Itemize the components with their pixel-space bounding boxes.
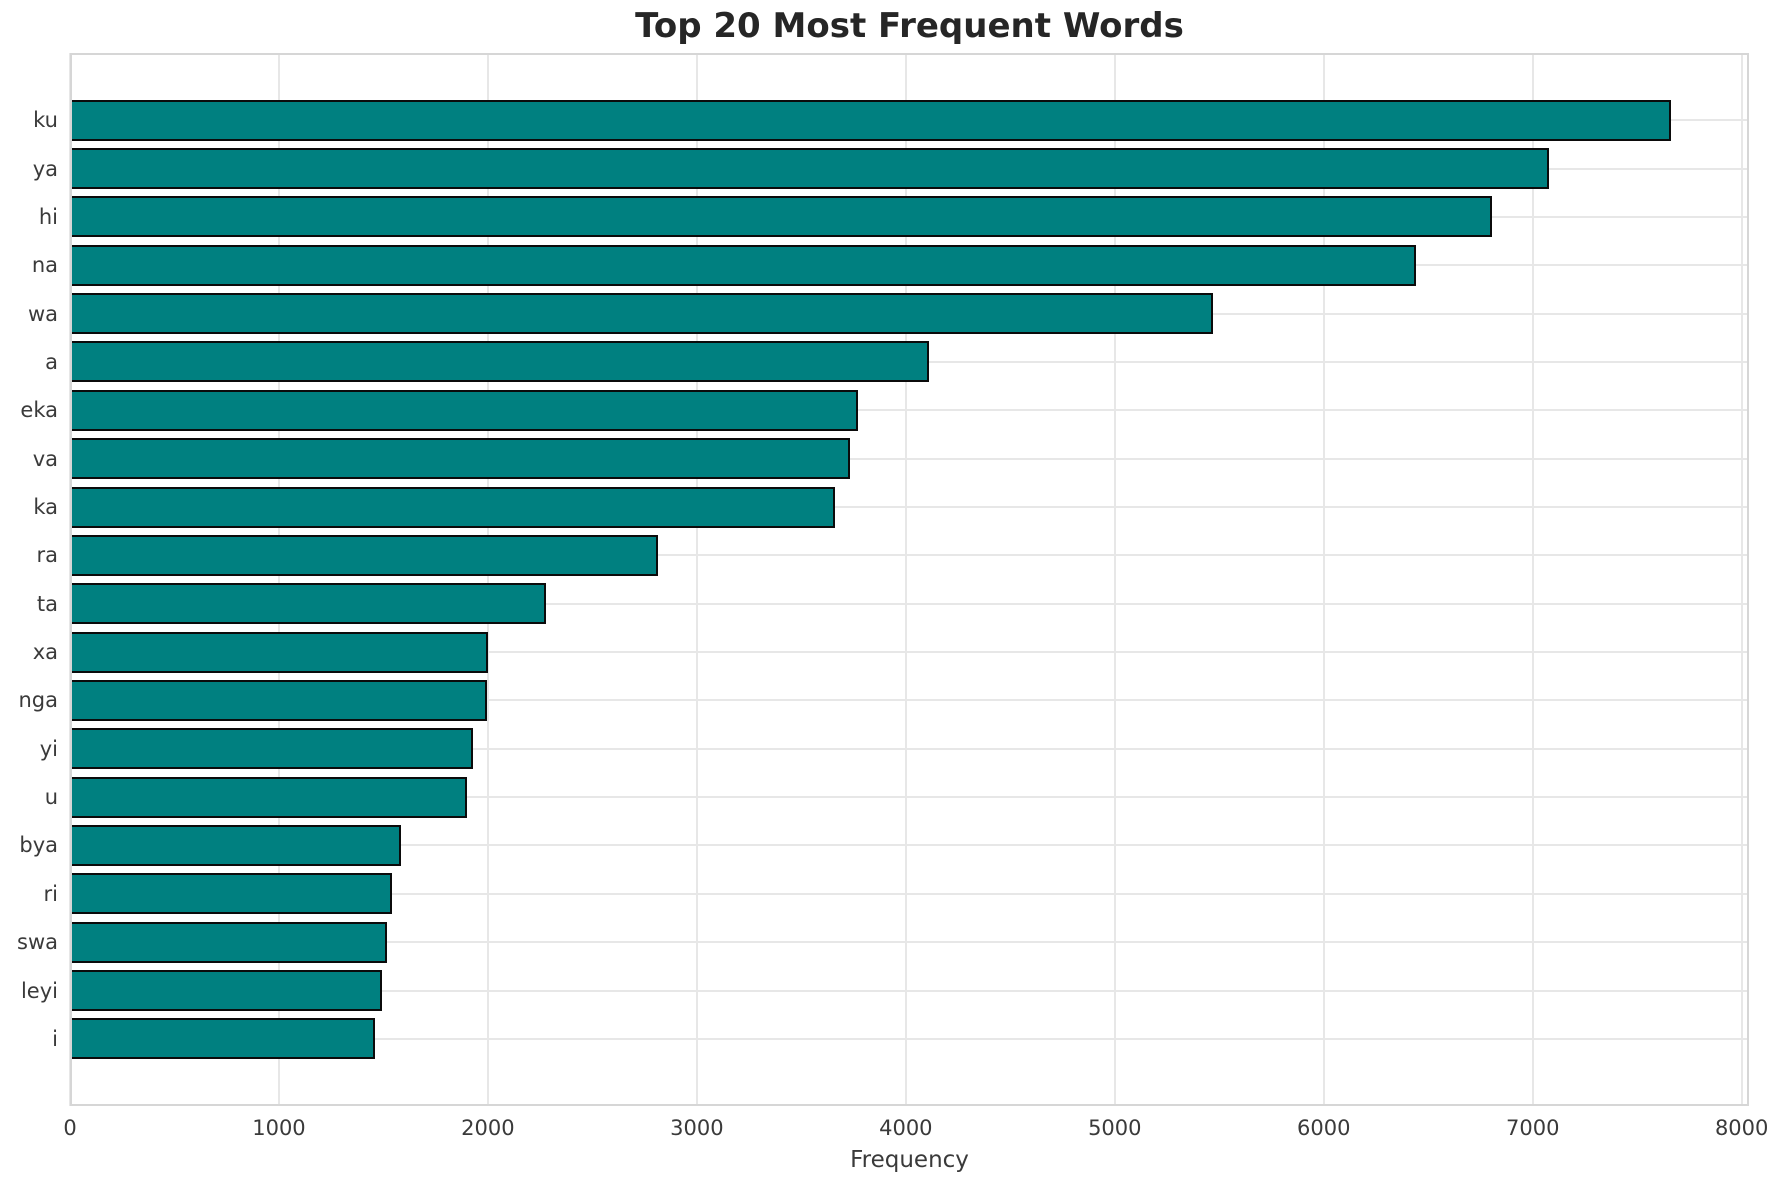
bar-bya <box>70 824 401 866</box>
x-tick-label-5000: 5000 <box>1088 1116 1142 1140</box>
x-axis-title: Frequency <box>850 1147 969 1173</box>
y-tick-label-wa: wa <box>27 301 58 326</box>
plot-area <box>69 53 1749 1106</box>
bar-leyi <box>70 970 382 1011</box>
y-gridline-eka <box>70 409 1749 412</box>
y-gridline-ra <box>70 554 1749 557</box>
bar-ta <box>70 583 546 625</box>
y-gridline-ka <box>70 506 1749 508</box>
y-tick-label-nga: nga <box>18 688 58 713</box>
bar-ri <box>70 873 392 915</box>
x-gridline-7000 <box>1531 53 1534 1106</box>
bar-ku <box>70 99 1671 141</box>
x-gridline-3000 <box>695 53 698 1106</box>
x-gridline-4000 <box>904 53 907 1106</box>
y-tick-label-ri: ri <box>43 881 58 906</box>
bar-ya <box>70 148 1549 190</box>
bar-eka <box>70 389 858 431</box>
bar-swa <box>70 921 387 963</box>
bar-xa <box>70 631 488 673</box>
x-gridline-2000 <box>486 53 489 1106</box>
y-tick-label-leyi: leyi <box>20 978 58 1003</box>
x-tick-label-0: 0 <box>63 1116 77 1140</box>
x-tick-label-8000: 8000 <box>1714 1116 1769 1140</box>
y-tick-label-u: u <box>44 785 58 810</box>
bar-hi <box>70 196 1492 238</box>
x-gridline-1000 <box>277 53 280 1106</box>
y-gridline-xa <box>70 651 1749 654</box>
y-gridline-ri <box>70 892 1749 895</box>
y-tick-label-ka: ka <box>33 495 58 519</box>
bar-i <box>70 1018 375 1060</box>
y-tick-label-xa: xa <box>32 640 58 665</box>
bar-ka <box>70 486 835 528</box>
bar-yi <box>70 728 473 770</box>
y-gridline-u <box>70 796 1749 799</box>
bar-nga <box>70 679 487 721</box>
bar-na <box>70 244 1416 286</box>
y-tick-label-ku: ku <box>33 108 58 133</box>
x-gridline-6000 <box>1322 53 1325 1106</box>
bar-u <box>70 776 467 818</box>
y-tick-label-hi: hi <box>38 204 58 229</box>
bar-ra <box>70 534 658 576</box>
bar-a <box>70 341 929 383</box>
bar-va <box>70 438 850 480</box>
bar-wa <box>70 293 1213 335</box>
x-tick-label-2000: 2000 <box>461 1116 515 1140</box>
y-tick-label-ra: ra <box>36 543 58 568</box>
x-gridline-5000 <box>1113 53 1116 1106</box>
y-tick-label-eka: eka <box>20 398 58 423</box>
y-tick-label-na: na <box>31 253 58 278</box>
y-gridline-i <box>70 1037 1749 1040</box>
chart-title: Top 20 Most Frequent Words <box>635 6 1184 46</box>
y-tick-label-yi: yi <box>39 736 58 761</box>
x-tick-label-7000: 7000 <box>1505 1116 1560 1140</box>
y-tick-label-i: i <box>52 1026 58 1051</box>
x-tick-label-6000: 6000 <box>1297 1116 1351 1140</box>
y-gridline-ta <box>70 602 1749 605</box>
y-gridline-bya <box>70 844 1749 847</box>
y-tick-label-ya: ya <box>32 156 58 181</box>
x-tick-label-4000: 4000 <box>879 1116 933 1140</box>
y-tick-label-va: va <box>32 446 58 471</box>
y-gridline-va <box>70 457 1749 460</box>
x-tick-label-3000: 3000 <box>670 1116 724 1140</box>
y-tick-label-bya: bya <box>19 833 58 858</box>
y-tick-label-swa: swa <box>17 930 58 955</box>
x-tick-label-1000: 1000 <box>252 1116 306 1140</box>
y-tick-label-ta: ta <box>36 591 58 616</box>
y-gridline-swa <box>70 941 1749 944</box>
y-gridline-yi <box>70 747 1749 750</box>
x-gridline-8000 <box>1740 53 1743 1106</box>
y-gridline-leyi <box>70 989 1749 992</box>
y-gridline-nga <box>70 699 1749 702</box>
y-tick-label-a: a <box>45 349 58 374</box>
